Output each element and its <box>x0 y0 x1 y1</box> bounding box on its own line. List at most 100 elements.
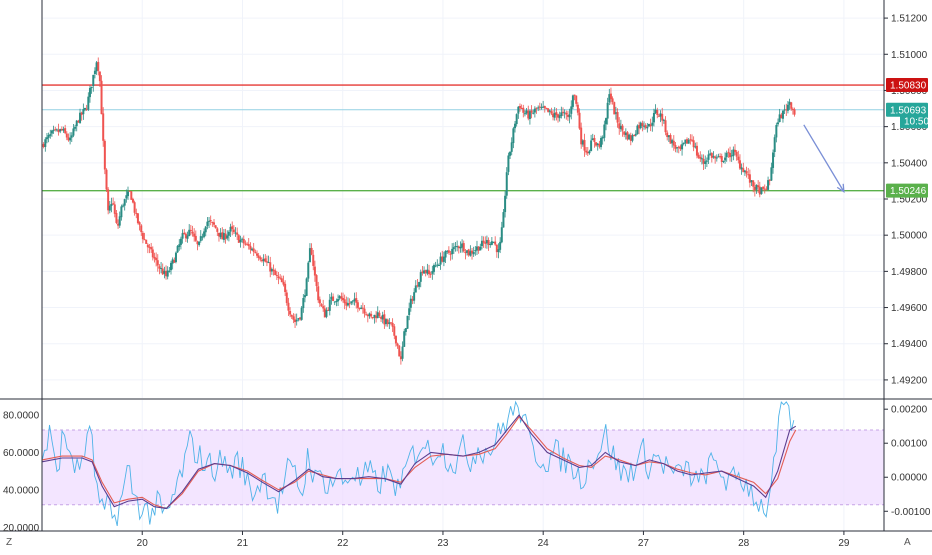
candle-body <box>117 223 120 226</box>
candle-body <box>365 314 368 316</box>
candle-body <box>669 135 672 144</box>
candle-body <box>533 108 536 113</box>
candle-body <box>166 270 169 277</box>
candle-body <box>148 246 151 248</box>
candle-body <box>130 191 133 200</box>
candle-body <box>171 259 174 264</box>
candle-body <box>428 270 431 275</box>
candle-body <box>242 238 245 244</box>
candle-body <box>674 145 677 149</box>
candle-body <box>578 112 581 129</box>
candle-body <box>662 119 665 121</box>
candle-body <box>269 262 272 272</box>
candle-body <box>494 241 497 245</box>
candle-body <box>646 126 649 129</box>
arrow-head[interactable] <box>836 183 845 194</box>
indicator-right-tick-label: -0.00100 <box>891 507 931 518</box>
candle-body <box>743 170 746 173</box>
candle-body <box>527 110 530 119</box>
axes: 1.512001.510001.508001.506001.504001.502… <box>0 0 932 534</box>
candle-body <box>419 272 422 282</box>
candle-body <box>45 137 48 140</box>
candle-body <box>515 114 518 125</box>
candle-body <box>652 113 655 123</box>
arrow-shaft[interactable] <box>803 124 845 193</box>
candle-body <box>623 131 626 135</box>
candle-body <box>308 248 311 263</box>
candle-body <box>437 265 440 267</box>
candle-body <box>161 268 164 275</box>
candle-body <box>487 239 490 245</box>
candle-body <box>429 273 432 275</box>
candle-body <box>710 153 713 158</box>
candle-body <box>274 270 277 276</box>
candle-body <box>74 126 77 129</box>
candle-body <box>790 102 793 109</box>
candle-body <box>249 245 252 250</box>
candle-body <box>389 322 392 324</box>
candle-body <box>247 243 250 247</box>
candle-body <box>542 106 545 108</box>
auto-scale-button[interactable]: A <box>904 537 911 548</box>
candle-body <box>330 296 333 300</box>
time-axis[interactable]: 20 21 22 23 24 27 28 29 <box>137 531 850 549</box>
projection-arrow[interactable] <box>803 124 845 194</box>
candle-body <box>436 264 439 266</box>
indicator-left-tick-label: 80.0000 <box>3 410 40 421</box>
candle-body <box>128 190 131 192</box>
candle-body <box>42 143 45 148</box>
candle-body <box>525 110 528 114</box>
candle-body <box>257 255 260 258</box>
candle-body <box>510 142 513 152</box>
candle-body <box>88 88 91 98</box>
candle-body <box>750 180 753 183</box>
candle-body <box>343 299 346 304</box>
candle-body <box>90 86 93 89</box>
candle-body <box>236 232 239 235</box>
candle-body <box>548 110 551 112</box>
candle-body <box>659 113 662 117</box>
candle-body <box>783 109 786 111</box>
candle-body <box>643 125 646 127</box>
candle-body <box>373 314 376 318</box>
candle-body <box>69 137 72 141</box>
candle-body <box>702 158 705 164</box>
candle-body <box>184 233 187 239</box>
candle-body <box>767 180 770 190</box>
candle-body <box>672 140 675 146</box>
candle-body <box>252 248 255 252</box>
candle-body <box>581 140 584 145</box>
candle-body <box>456 246 459 248</box>
candle-body <box>566 114 569 117</box>
timezone-label[interactable]: Z <box>6 537 12 548</box>
candle-body <box>70 135 73 138</box>
candle-body <box>719 156 722 158</box>
candle-body <box>752 180 755 187</box>
candle-body <box>772 152 775 168</box>
candle-body <box>193 233 196 237</box>
indicator-left-tick-label: 40.0000 <box>3 485 40 496</box>
candle-body <box>103 140 106 170</box>
candle-body <box>222 233 225 240</box>
candle-body <box>687 139 690 144</box>
candle-body <box>613 102 616 115</box>
candle-body <box>414 285 417 293</box>
candle-body <box>394 335 397 344</box>
candle-body <box>753 186 756 191</box>
candle-body <box>191 231 194 234</box>
candle-body <box>403 331 406 347</box>
candle-body <box>722 161 725 163</box>
candle-body <box>189 229 192 232</box>
horizontal-levels[interactable] <box>42 84 884 192</box>
candle-body <box>79 112 82 123</box>
candle-body <box>82 109 85 115</box>
candle-body <box>580 127 583 145</box>
candle-body <box>158 266 161 269</box>
candle-body <box>282 281 285 285</box>
candle-body <box>378 312 381 316</box>
candle-body <box>251 248 254 251</box>
candle-body <box>552 113 555 118</box>
price-tick-label: 1.49800 <box>891 267 928 278</box>
